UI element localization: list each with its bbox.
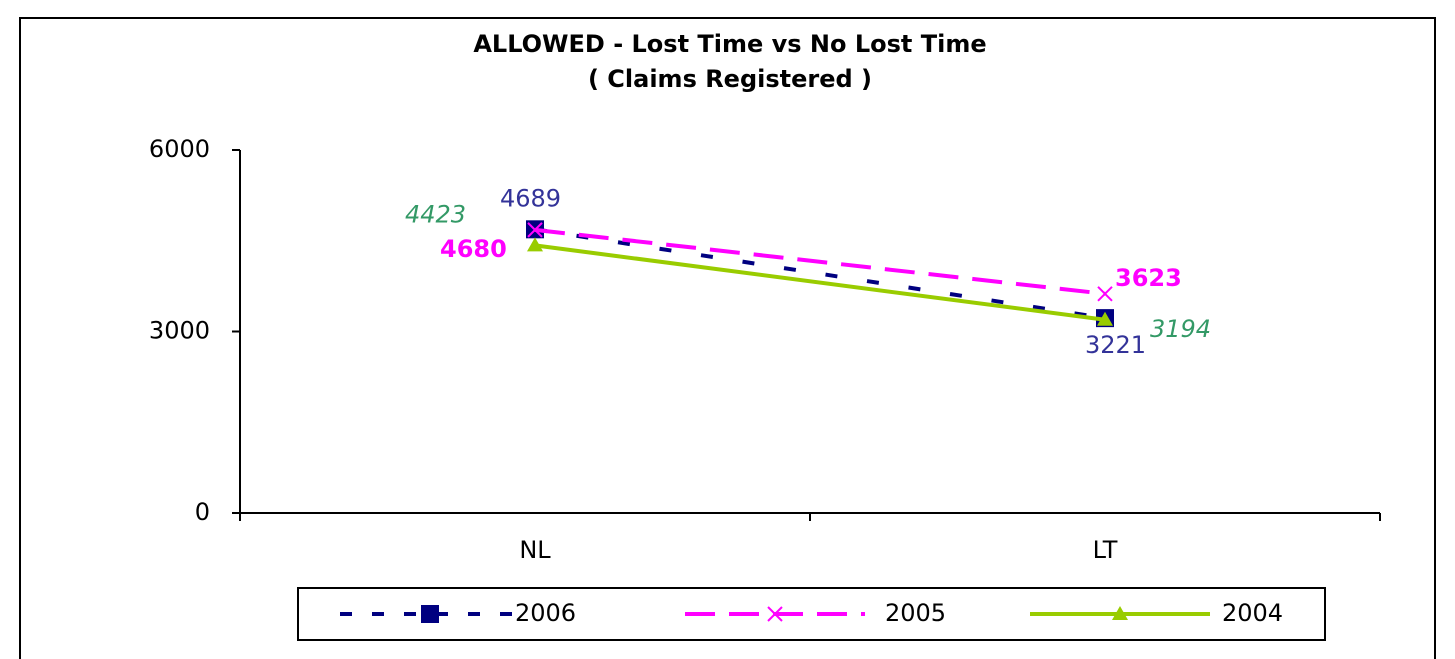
data-label: 3221: [1085, 331, 1146, 359]
legend-label: 2006: [515, 599, 576, 627]
data-label: 4423: [405, 200, 466, 228]
data-label: 4680: [440, 235, 507, 263]
legend-label: 2005: [885, 599, 946, 627]
marker: [767, 606, 783, 622]
y-tick-label: 6000: [149, 135, 210, 163]
marker: [1097, 311, 1113, 326]
x-tick-label: LT: [1093, 536, 1118, 564]
data-label: 3623: [1115, 264, 1182, 292]
y-tick-label: 3000: [149, 317, 210, 345]
marker: [1097, 286, 1113, 302]
x-tick-label: NL: [519, 536, 551, 564]
marker: [421, 605, 439, 623]
legend-label: 2004: [1222, 599, 1283, 627]
data-label: 3194: [1150, 315, 1211, 343]
chart-frame: [19, 17, 1436, 659]
marker: [527, 237, 543, 252]
series-line: [534, 227, 1106, 296]
data-label: 4689: [500, 184, 561, 212]
chart-title: ALLOWED - Lost Time vs No Lost Time: [473, 30, 986, 58]
series-line: [534, 243, 1106, 322]
y-tick-label: 0: [195, 498, 210, 526]
chart-subtitle: ( Claims Registered ): [588, 65, 872, 93]
marker: [1112, 606, 1128, 620]
marker: [527, 222, 543, 238]
